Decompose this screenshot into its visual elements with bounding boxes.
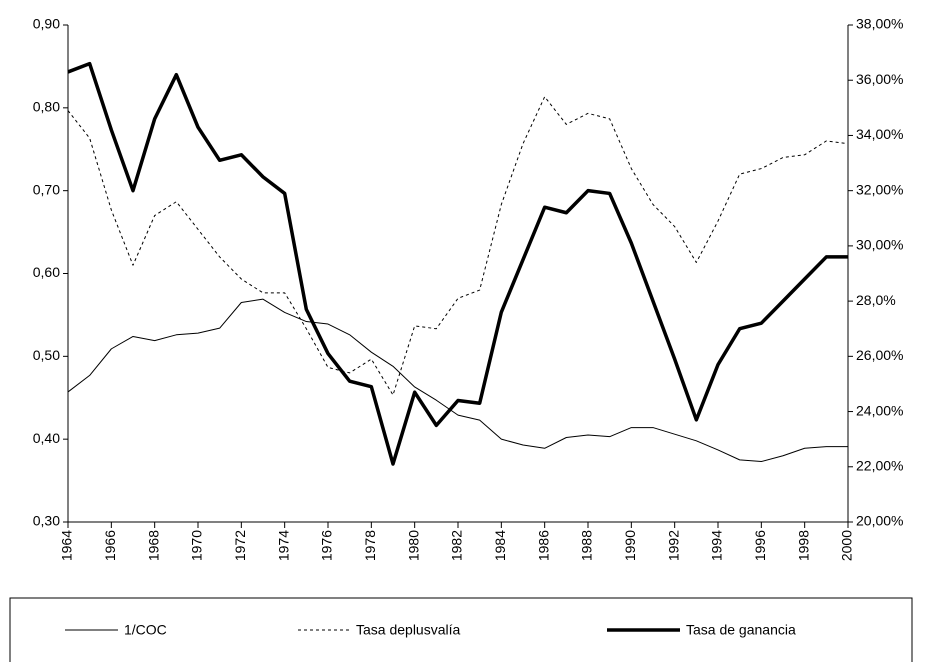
y2-tick-label: 20,00% bbox=[856, 513, 903, 529]
y-tick-label: 0,80 bbox=[33, 99, 60, 115]
y2-tick-label: 24,00% bbox=[856, 402, 903, 418]
y-tick-label: 0,60 bbox=[33, 264, 60, 280]
x-tick-label: 1988 bbox=[579, 530, 595, 561]
y2-tick-label: 36,00% bbox=[856, 71, 903, 87]
x-tick-label: 1998 bbox=[795, 530, 811, 561]
y-tick-label: 0,30 bbox=[33, 513, 60, 529]
series-line bbox=[67, 96, 849, 396]
x-tick-label: 1980 bbox=[405, 530, 421, 561]
x-tick-label: 1984 bbox=[492, 530, 508, 561]
x-tick-label: 1976 bbox=[319, 530, 335, 561]
y2-tick-label: 26,00% bbox=[856, 347, 903, 363]
y2-tick-label: 30,00% bbox=[856, 237, 903, 253]
x-tick-label: 1970 bbox=[189, 530, 205, 561]
x-tick-label: 1994 bbox=[709, 530, 725, 561]
y2-tick-label: 22,00% bbox=[856, 457, 903, 473]
y-tick-label: 0,40 bbox=[33, 430, 60, 446]
legend-label: 1/COC bbox=[124, 622, 167, 638]
legend-label: Tasa de ganancia bbox=[686, 622, 796, 638]
series-line bbox=[67, 61, 848, 466]
y-tick-label: 0,90 bbox=[33, 16, 60, 32]
legend-box bbox=[9, 597, 913, 662]
y2-tick-label: 28,0% bbox=[856, 292, 896, 308]
x-tick-label: 1964 bbox=[59, 530, 75, 561]
x-tick-label: 1974 bbox=[275, 530, 291, 561]
y-tick-label: 0,50 bbox=[33, 347, 60, 363]
x-tick-label: 1992 bbox=[665, 530, 681, 561]
x-tick-label: 1982 bbox=[449, 530, 465, 561]
x-tick-label: 1968 bbox=[145, 530, 161, 561]
legend-label: Tasa deplusvalía bbox=[356, 622, 461, 638]
x-tick-label: 2000 bbox=[839, 530, 855, 561]
series-line bbox=[67, 298, 848, 463]
y2-tick-label: 38,00% bbox=[856, 16, 903, 32]
x-tick-label: 1966 bbox=[102, 530, 118, 561]
x-tick-label: 1978 bbox=[362, 530, 378, 561]
y2-tick-label: 34,00% bbox=[856, 126, 903, 142]
y2-tick-label: 32,00% bbox=[856, 181, 903, 197]
x-tick-label: 1972 bbox=[232, 530, 248, 561]
x-tick-label: 1990 bbox=[622, 530, 638, 561]
x-tick-label: 1996 bbox=[752, 530, 768, 561]
x-tick-label: 1986 bbox=[535, 530, 551, 561]
y-tick-label: 0,70 bbox=[33, 181, 60, 197]
